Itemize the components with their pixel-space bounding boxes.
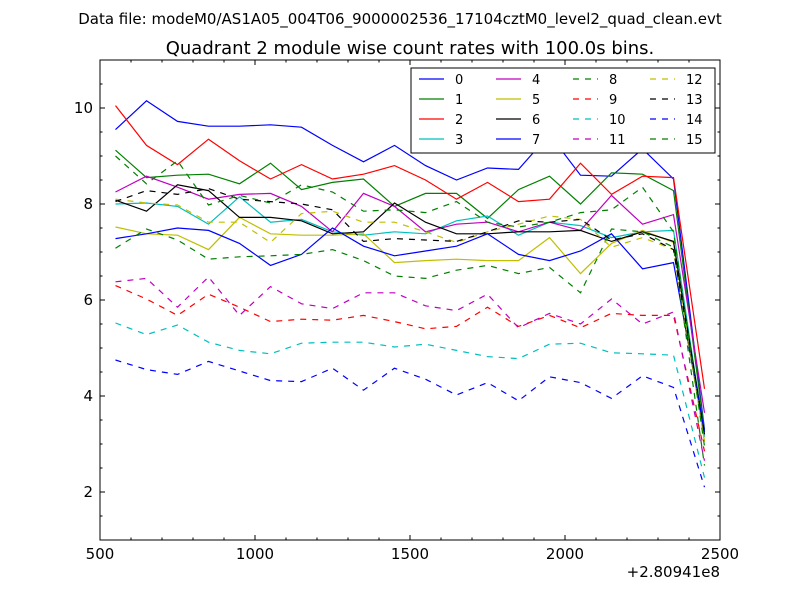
legend-label-12: 12 bbox=[686, 73, 703, 88]
x-tick-label: 500 bbox=[86, 545, 115, 563]
legend-label-1: 1 bbox=[455, 93, 463, 108]
legend-label-6: 6 bbox=[532, 113, 540, 128]
series-line-11 bbox=[115, 276, 706, 461]
y-tick-label: 8 bbox=[83, 195, 93, 213]
data-file-suptitle: Data file: modeM0/AS1A05_004T06_90000025… bbox=[78, 10, 722, 29]
series-line-0 bbox=[115, 100, 706, 430]
series-line-15 bbox=[115, 155, 706, 447]
legend-label-10: 10 bbox=[609, 113, 626, 128]
x-tick-label: 2500 bbox=[701, 545, 739, 563]
legend-label-9: 9 bbox=[609, 93, 617, 108]
legend-label-15: 15 bbox=[686, 133, 703, 148]
x-tick-label: 1000 bbox=[236, 545, 274, 563]
series-line-1 bbox=[115, 149, 706, 433]
y-tick-label: 6 bbox=[83, 291, 93, 309]
legend-label-0: 0 bbox=[455, 73, 463, 88]
series-line-8 bbox=[115, 228, 706, 466]
series-line-3 bbox=[115, 196, 706, 437]
series-line-2 bbox=[115, 105, 706, 389]
y-tick-label: 4 bbox=[83, 387, 93, 405]
legend-label-7: 7 bbox=[532, 133, 540, 148]
plot-area bbox=[115, 100, 706, 488]
chart-title: Quadrant 2 module wise count rates with … bbox=[166, 38, 655, 59]
legend-label-14: 14 bbox=[686, 113, 703, 128]
series-line-5 bbox=[115, 216, 706, 442]
x-tick-label: 2000 bbox=[546, 545, 584, 563]
x-tick-label: 1500 bbox=[391, 545, 429, 563]
legend-label-3: 3 bbox=[455, 133, 463, 148]
series-line-10 bbox=[115, 322, 706, 478]
legend-label-2: 2 bbox=[455, 113, 463, 128]
y-tick-label: 2 bbox=[83, 483, 93, 501]
legend-label-4: 4 bbox=[532, 73, 540, 88]
x-axis-offset-label: +2.80941e8 bbox=[627, 563, 720, 581]
legend-label-5: 5 bbox=[532, 93, 540, 108]
y-tick-label: 10 bbox=[74, 99, 93, 117]
legend-label-8: 8 bbox=[609, 73, 617, 88]
series-line-13 bbox=[115, 187, 706, 435]
legend-label-13: 13 bbox=[686, 93, 703, 108]
series-line-9 bbox=[115, 285, 706, 452]
series-line-4 bbox=[115, 175, 706, 413]
legend-label-11: 11 bbox=[609, 133, 626, 148]
series-line-12 bbox=[115, 198, 706, 442]
